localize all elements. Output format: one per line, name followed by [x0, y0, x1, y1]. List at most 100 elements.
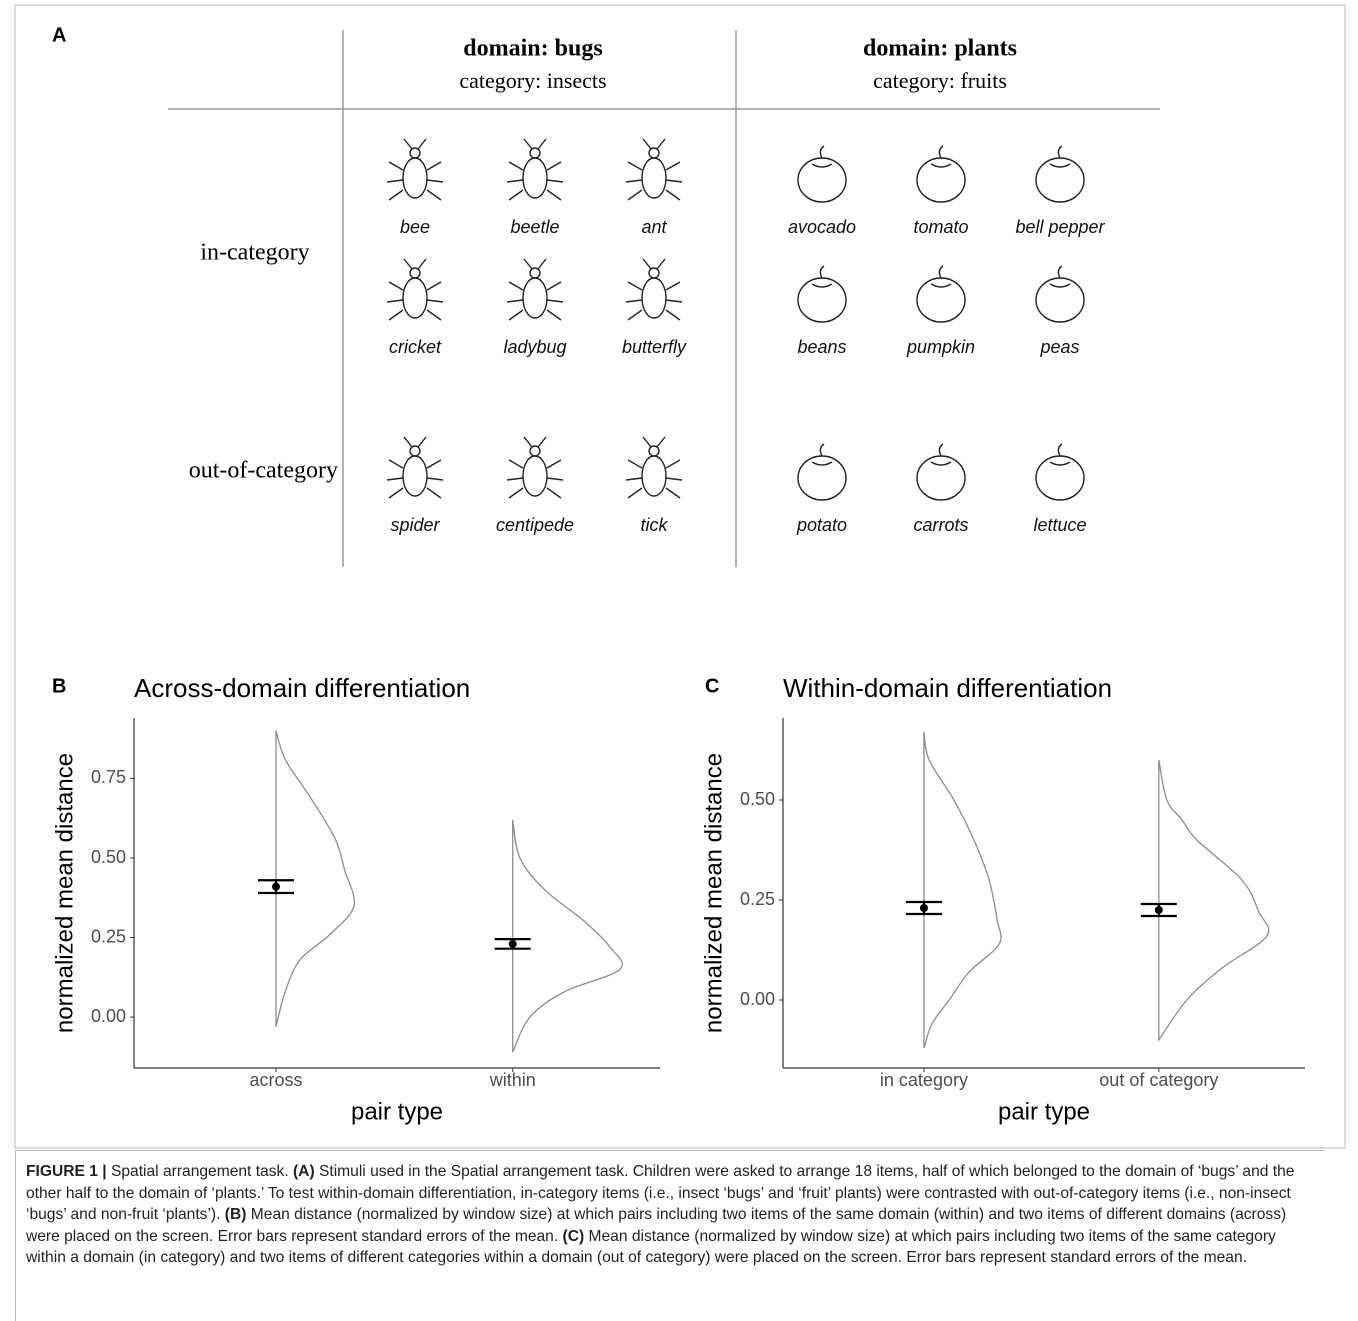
icon — [625, 258, 683, 321]
y-tick-label: 0.50 — [91, 847, 126, 867]
y-tick-label: 0.00 — [91, 1006, 126, 1026]
icon — [402, 157, 428, 199]
violin — [923, 731, 1002, 1049]
panel-label: C — [705, 675, 719, 697]
stimuli: bee beetle ant cricket ladybug butterfly spide… — [386, 138, 1106, 535]
x-axis-label: pair type — [998, 1098, 1090, 1125]
icon — [930, 265, 952, 288]
x-tick-label: out of category — [1099, 1070, 1218, 1090]
icon — [797, 277, 847, 323]
y-axis-label: normalized mean distance — [700, 753, 727, 1033]
icon — [797, 157, 847, 203]
icon — [402, 455, 428, 497]
icon — [1035, 277, 1085, 323]
icon — [811, 145, 833, 168]
icon — [386, 258, 444, 321]
x-tick-label: within — [489, 1070, 536, 1090]
figure-caption: FIGURE 1 | Spatial arrangement task. (A)… — [15, 1150, 1325, 1321]
mean-point — [508, 939, 517, 948]
stimulus-label: potato — [796, 515, 847, 535]
violin — [512, 819, 624, 1053]
y-tick-label: 0.25 — [91, 926, 126, 946]
row-label: out-of-category — [189, 458, 338, 484]
icon — [641, 157, 667, 199]
y-axis-label: normalized mean distance — [51, 753, 78, 1033]
icon — [641, 455, 667, 497]
icon — [1049, 265, 1071, 288]
stimulus-label: beans — [797, 337, 846, 357]
y-tick-label: 0.00 — [740, 989, 775, 1009]
stimulus-label: bee — [400, 217, 430, 237]
icon — [409, 267, 421, 279]
icon — [1035, 455, 1085, 501]
column-category: category: insects — [459, 68, 606, 93]
x-axis-label: pair type — [351, 1098, 443, 1125]
caption-text: Mean distance (normalized by window size… — [26, 1206, 1287, 1245]
figure-border — [14, 4, 1346, 1149]
icon — [625, 436, 683, 499]
x-tick-label: across — [250, 1070, 303, 1090]
icon — [930, 443, 952, 466]
y-tick-label: 0.75 — [91, 767, 126, 787]
mean-point — [1154, 906, 1163, 914]
stimulus-label: tick — [641, 515, 669, 535]
caption-text: Spatial arrangement task. — [106, 1163, 293, 1180]
icon — [811, 265, 833, 288]
mean-point — [919, 904, 928, 912]
icon — [648, 445, 660, 457]
stimulus-label: spider — [390, 515, 440, 535]
violin — [275, 730, 356, 1027]
x-tick-label: in category — [880, 1070, 968, 1090]
icon — [506, 138, 564, 201]
icon — [916, 455, 966, 501]
stimulus-label: carrots — [913, 515, 968, 535]
icon — [409, 445, 421, 457]
icon — [522, 455, 548, 497]
stimulus-label: tomato — [913, 217, 968, 237]
column-domain: domain: bugs — [463, 36, 602, 62]
icon — [811, 443, 833, 466]
figure: A domain: bugs category: insects domain:… — [14, 4, 1346, 1149]
panel-label: B — [52, 675, 66, 697]
icon — [1049, 443, 1071, 466]
icon — [386, 138, 444, 201]
icon — [529, 445, 541, 457]
y-tick-label: 0.50 — [740, 789, 775, 809]
stimulus-label: centipede — [496, 515, 574, 535]
stimulus-label: lettuce — [1033, 515, 1086, 535]
icon — [916, 157, 966, 203]
icon — [797, 455, 847, 501]
icon — [529, 147, 541, 159]
stimulus-label: ladybug — [503, 337, 566, 357]
icon — [522, 157, 548, 199]
chart-title: Across-domain differentiation — [134, 673, 470, 703]
caption-text: Stimuli used in the Spatial arrangement … — [26, 1163, 1295, 1224]
caption-text: (C) — [562, 1227, 585, 1245]
stimulus-label: cricket — [389, 337, 442, 357]
stimulus-label: peas — [1039, 337, 1079, 357]
icon — [506, 258, 564, 321]
icon — [648, 267, 660, 279]
icon — [641, 277, 667, 319]
icon — [916, 277, 966, 323]
icon — [402, 277, 428, 319]
stimulus-label: avocado — [788, 217, 856, 237]
caption-text: (A) — [292, 1163, 315, 1180]
stimulus-label: bell pepper — [1015, 217, 1105, 237]
charts: B Across-domain differentiation normalized… — [51, 673, 1305, 1125]
stimulus-label: pumpkin — [906, 337, 975, 357]
stimulus-label: beetle — [510, 217, 559, 237]
violin — [1158, 759, 1270, 1043]
column-domain: domain: plants — [863, 36, 1017, 62]
icon — [386, 436, 444, 499]
panel-label: A — [52, 24, 66, 46]
icon — [930, 145, 952, 168]
chart-title: Within-domain differentiation — [783, 673, 1112, 703]
column-category: category: fruits — [873, 68, 1007, 93]
icon — [1049, 145, 1071, 168]
stimulus-label: butterfly — [622, 337, 687, 357]
icon — [1035, 157, 1085, 203]
icon — [648, 147, 660, 159]
icon — [409, 147, 421, 159]
